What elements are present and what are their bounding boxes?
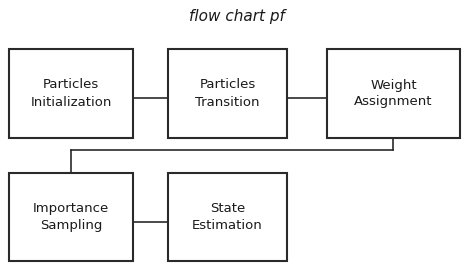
Bar: [9, 173, 133, 261]
Bar: [327, 50, 460, 138]
Text: flow chart pf: flow chart pf: [189, 9, 285, 24]
Text: Particles
Initialization: Particles Initialization: [30, 78, 112, 109]
Bar: [9, 50, 133, 138]
Text: Importance
Sampling: Importance Sampling: [33, 202, 109, 232]
Text: Weight
Assignment: Weight Assignment: [354, 78, 433, 109]
Text: State
Estimation: State Estimation: [192, 202, 263, 232]
Text: Particles
Transition: Particles Transition: [195, 78, 260, 109]
Bar: [168, 50, 287, 138]
Bar: [168, 173, 287, 261]
